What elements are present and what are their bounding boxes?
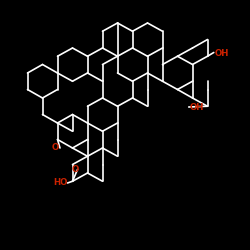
Text: O: O: [52, 144, 59, 152]
Text: OH: OH: [190, 104, 204, 112]
Text: OH: OH: [214, 49, 229, 58]
Text: O: O: [72, 165, 79, 174]
Text: HO: HO: [54, 178, 68, 187]
